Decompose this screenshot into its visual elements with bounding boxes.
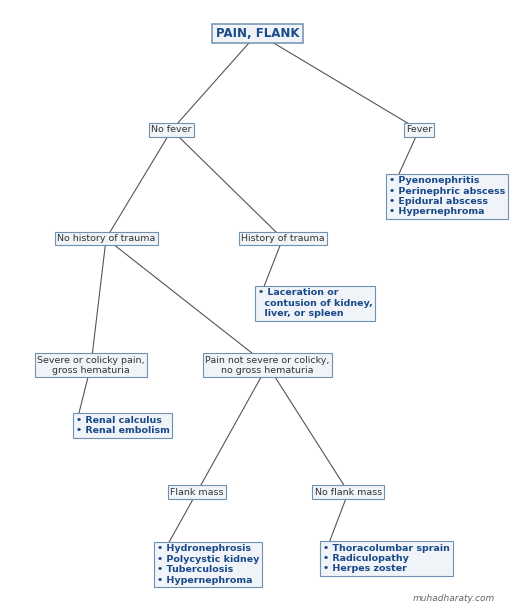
Text: No fever: No fever bbox=[151, 126, 192, 134]
Text: muhadharaty.com: muhadharaty.com bbox=[413, 594, 495, 602]
Text: • Laceration or
  contusion of kidney,
  liver, or spleen: • Laceration or contusion of kidney, liv… bbox=[258, 288, 372, 318]
Text: • Renal calculus
• Renal embolism: • Renal calculus • Renal embolism bbox=[76, 416, 169, 436]
Text: Pain not severe or colicky,
no gross hematuria: Pain not severe or colicky, no gross hem… bbox=[205, 355, 330, 375]
Text: • Pyenonephritis
• Perinephric abscess
• Epidural abscess
• Hypernephroma: • Pyenonephritis • Perinephric abscess •… bbox=[389, 176, 505, 216]
Text: • Hydronephrosis
• Polycystic kidney
• Tuberculosis
• Hypernephroma: • Hydronephrosis • Polycystic kidney • T… bbox=[157, 545, 259, 585]
Text: Severe or colicky pain,
gross hematuria: Severe or colicky pain, gross hematuria bbox=[37, 355, 145, 375]
Text: Flank mass: Flank mass bbox=[170, 488, 224, 496]
Text: • Thoracolumbar sprain
• Radiculopathy
• Herpes zoster: • Thoracolumbar sprain • Radiculopathy •… bbox=[323, 544, 450, 573]
Text: No history of trauma: No history of trauma bbox=[57, 234, 156, 243]
Text: No flank mass: No flank mass bbox=[315, 488, 382, 496]
Text: PAIN, FLANK: PAIN, FLANK bbox=[216, 27, 299, 40]
Text: Fever: Fever bbox=[406, 126, 432, 134]
Text: History of trauma: History of trauma bbox=[241, 234, 324, 243]
